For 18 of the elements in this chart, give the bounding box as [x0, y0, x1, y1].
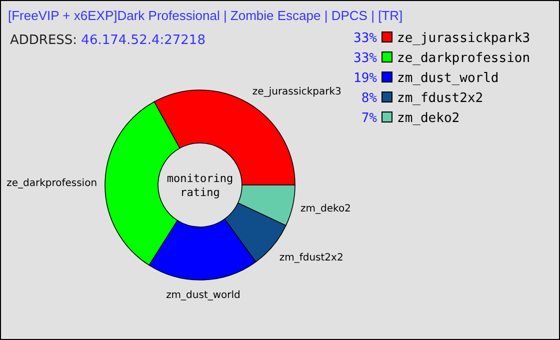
- chart-title: [FreeVIP + x6EXP]Dark Professional | Zombie Escape | DPCS | [TR]: [8, 8, 403, 23]
- legend-label: ze_darkprofession: [397, 51, 530, 66]
- data-label: 33%: [354, 51, 378, 66]
- legend-label: zm_deko2: [397, 111, 460, 126]
- data-label: 19%: [354, 71, 378, 86]
- slice-label: zm_fdust2x2: [279, 252, 344, 264]
- slice-label: zm_dust_world: [166, 290, 240, 301]
- chart-subtitle: ADDRESS: 46.174.52.4:27218: [10, 33, 206, 48]
- legend-label: zm_dust_world: [397, 71, 499, 86]
- data-label: 7%: [361, 111, 378, 126]
- legend-label: zm_fdust2x2: [397, 91, 484, 106]
- slice-label: zm_deko2: [300, 203, 351, 214]
- text: monitoring rating: [166, 172, 234, 199]
- slice-label: ze_darkprofession: [6, 178, 98, 189]
- legend-label: ze_jurassickpark3: [397, 31, 530, 46]
- data-label: 33%: [354, 31, 378, 46]
- data-label: 8%: [361, 91, 378, 106]
- slice-label: ze_jurassickpark3: [252, 86, 342, 98]
